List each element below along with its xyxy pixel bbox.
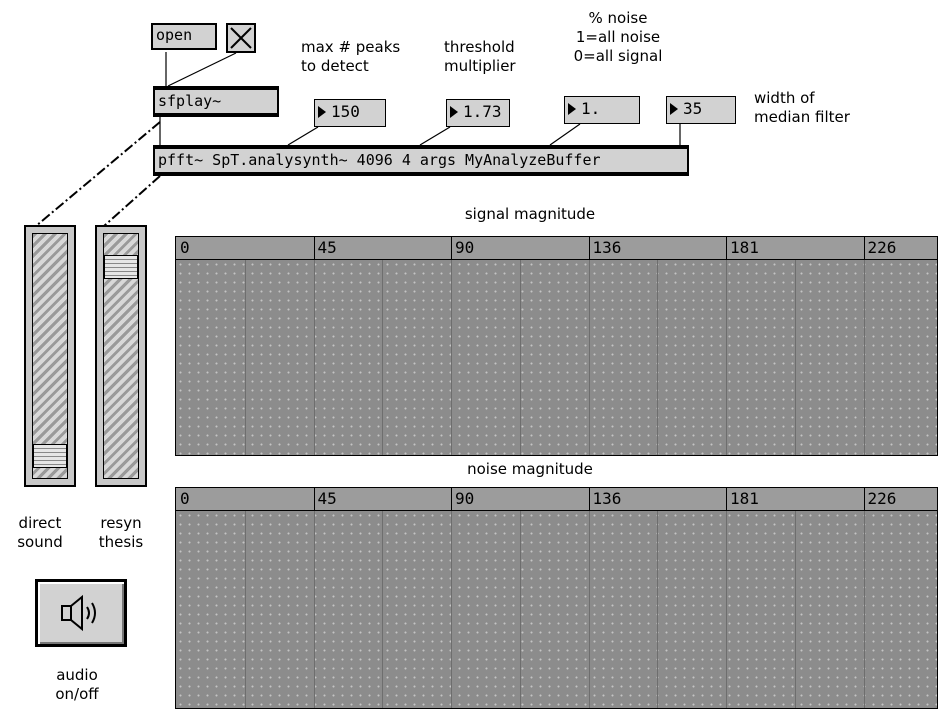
grid-line — [863, 511, 865, 708]
tick-header: 0 45 90 136 181 226 — [176, 488, 937, 511]
tick-header: 0 45 90 136 181 226 — [176, 237, 937, 260]
grid-line — [794, 260, 796, 455]
grid-line — [588, 260, 590, 455]
tick-divider — [588, 488, 590, 510]
number-arrow-icon — [450, 106, 458, 118]
grid-line — [451, 511, 452, 708]
grid-line — [657, 260, 659, 455]
grid-line — [863, 260, 865, 455]
slider-knob[interactable] — [104, 255, 138, 280]
tick-divider — [313, 237, 315, 259]
signal-cord — [103, 175, 161, 227]
grid-line — [726, 511, 727, 708]
grid-line — [451, 260, 452, 455]
grid-line — [382, 511, 384, 708]
tick-label: 90 — [455, 238, 475, 257]
tick-label: 90 — [455, 489, 475, 508]
tick-divider — [451, 237, 452, 259]
tick-label: 45 — [317, 238, 337, 257]
tick-divider — [863, 488, 865, 510]
grid-line — [794, 511, 796, 708]
grid-line — [588, 511, 590, 708]
signal-magnitude-multislider[interactable]: 0 45 90 136 181 226 — [175, 236, 938, 456]
plot-area — [176, 260, 937, 455]
tick-label: 181 — [730, 238, 759, 257]
grid-line — [313, 260, 315, 455]
max-peaks-label: max # peaks to detect — [301, 38, 401, 75]
x-toggle-icon[interactable] — [226, 23, 256, 53]
tick-divider — [863, 237, 865, 259]
median-width-label: width of median filter — [754, 89, 850, 126]
tick-divider — [313, 488, 315, 510]
number-arrow-icon — [568, 103, 576, 115]
patch-cord — [549, 123, 581, 146]
open-message-button[interactable]: open — [151, 23, 217, 50]
audio-label: audio on/off — [55, 666, 99, 703]
tick-label: 226 — [867, 238, 897, 257]
number-arrow-icon — [670, 103, 678, 115]
tick-divider — [726, 488, 727, 510]
grid-line — [382, 260, 384, 455]
max-peaks-value: 150 — [331, 102, 360, 121]
tick-divider — [726, 237, 727, 259]
tick-label: 45 — [317, 489, 337, 508]
patch-cord — [167, 52, 237, 87]
tick-divider — [451, 488, 452, 510]
threshold-label: threshold multiplier — [444, 38, 516, 75]
grid-line — [726, 260, 727, 455]
tick-label: 181 — [730, 489, 759, 508]
direct-sound-label: direct sound — [17, 514, 63, 551]
grid-line — [657, 511, 659, 708]
sfplay-object[interactable]: sfplay~ — [153, 86, 279, 117]
grid-line — [313, 511, 315, 708]
grid-line — [244, 260, 246, 455]
pfft-object[interactable]: pfft~ SpT.analysynth~ 4096 4 args MyAnal… — [153, 145, 689, 176]
tick-label: 0 — [180, 489, 190, 508]
patch-cord — [287, 126, 319, 146]
median-width-number[interactable]: 35 — [666, 96, 736, 124]
tick-divider — [588, 237, 590, 259]
noise-percent-value: 1. — [581, 99, 601, 118]
signal-magnitude-title: signal magnitude — [464, 205, 596, 223]
noise-magnitude-multislider[interactable]: 0 45 90 136 181 226 — [175, 487, 938, 709]
threshold-value: 1.73 — [463, 102, 502, 121]
patch-cord — [419, 126, 451, 146]
audio-toggle-button[interactable] — [35, 579, 127, 647]
max-peaks-number[interactable]: 150 — [314, 99, 386, 127]
noise-percent-label: % noise 1=all noise 0=all signal — [573, 9, 663, 65]
noise-percent-number[interactable]: 1. — [564, 96, 640, 124]
threshold-number[interactable]: 1.73 — [446, 99, 510, 127]
resynthesis-slider[interactable] — [95, 225, 147, 487]
signal-cord — [35, 121, 161, 227]
grid-line — [519, 260, 521, 455]
tick-label: 136 — [592, 489, 622, 508]
slider-track — [32, 233, 68, 479]
number-arrow-icon — [318, 106, 326, 118]
grid-line — [244, 511, 246, 708]
tick-label: 136 — [592, 238, 622, 257]
resynthesis-label: resyn thesis — [98, 514, 144, 551]
speaker-icon — [61, 594, 96, 632]
tick-label: 226 — [867, 489, 897, 508]
tick-label: 0 — [180, 238, 190, 257]
plot-area — [176, 511, 937, 708]
slider-knob[interactable] — [33, 443, 67, 468]
direct-sound-slider[interactable] — [24, 225, 76, 487]
median-width-value: 35 — [683, 99, 703, 118]
grid-line — [519, 511, 521, 708]
noise-magnitude-title: noise magnitude — [467, 460, 593, 478]
